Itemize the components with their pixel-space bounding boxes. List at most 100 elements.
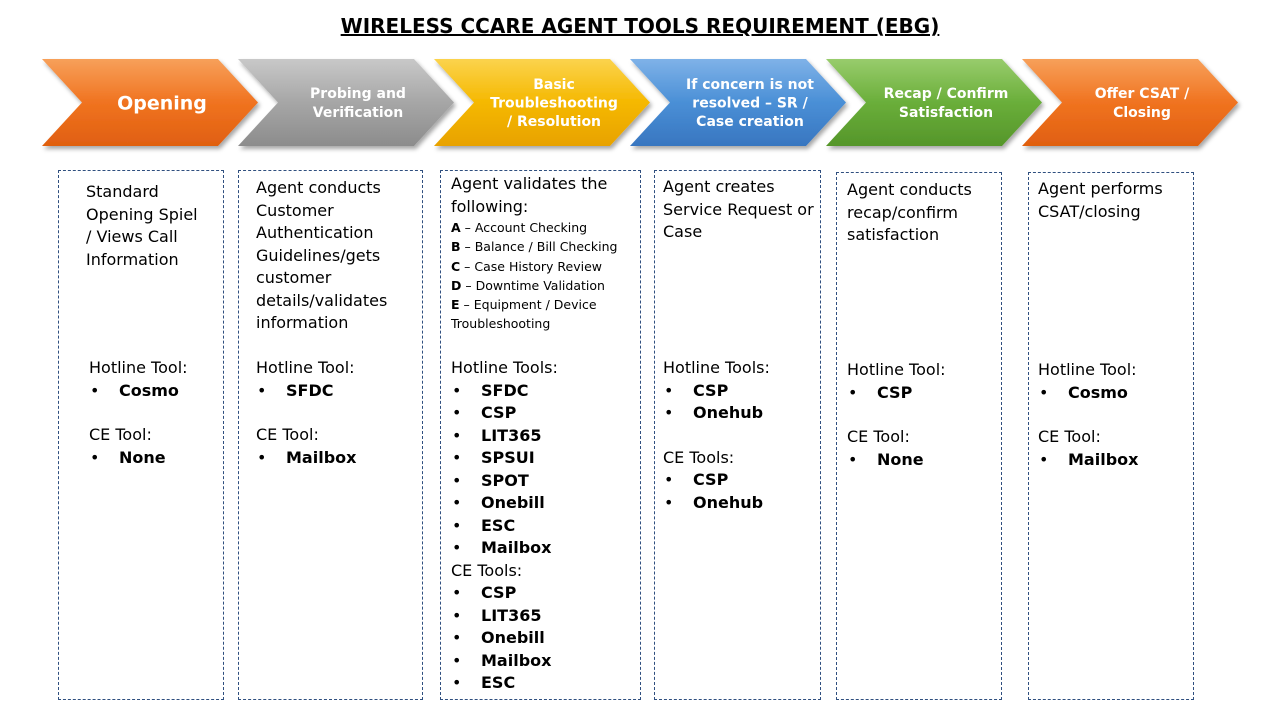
stage-arrow-shape xyxy=(238,59,454,146)
stage-label: Opening xyxy=(117,92,207,114)
stage-arrow-concern: If concern is not resolved – SR / Case cre… xyxy=(630,59,846,146)
tool-group-label: CE Tools: xyxy=(663,447,735,467)
tool-item: None xyxy=(89,447,219,470)
stage-label-line: Satisfaction xyxy=(899,105,993,121)
tool-item: SPOT xyxy=(451,470,636,493)
stage-label-line: Opening xyxy=(117,92,207,114)
tool-groups: Hotline Tools:SFDCCSPLIT365SPSUISPOTOneb… xyxy=(451,357,636,695)
tool-item: Mailbox xyxy=(256,447,418,470)
stage-label: Probing and Verification xyxy=(310,86,406,121)
stage-arrow-recap: Recap / Confirm Satisfaction xyxy=(826,59,1042,146)
tool-item: Mailbox xyxy=(1038,449,1189,472)
tool-item: LIT365 xyxy=(451,425,636,448)
stage-arrow-closing: Offer CSAT / Closing xyxy=(1022,59,1238,146)
tool-item: CSP xyxy=(847,382,997,405)
tool-list: None xyxy=(847,449,997,472)
stage-arrow-probing: Probing and Verification xyxy=(238,59,454,146)
checklist-key: E xyxy=(451,297,460,313)
checklist-text: – Account Checking xyxy=(460,220,588,235)
tool-item: SPSUI xyxy=(451,447,636,470)
description-line: information xyxy=(256,313,349,332)
checklist-item: D – Downtime Validation xyxy=(451,276,636,295)
checklist-key: C xyxy=(451,258,461,274)
stage-description: Agent creates Service Request or Case xyxy=(663,176,816,244)
stage-box-opening: Standard Opening Spiel / Views Call Informa… xyxy=(58,170,224,700)
tool-groups: Hotline Tool: Cosmo CE Tool: None xyxy=(89,357,219,469)
stage-arrow-shape xyxy=(434,59,650,146)
checklist-item: C – Case History Review xyxy=(451,257,636,276)
tool-list: Cosmo xyxy=(1038,382,1189,405)
tool-item: ESC xyxy=(451,672,636,695)
description-line: Guidelines/gets xyxy=(256,245,381,265)
stage-label-line: resolved – SR / xyxy=(692,96,808,112)
tool-item: Onebill xyxy=(451,627,636,650)
tool-group-label: Hotline Tool: xyxy=(847,360,946,379)
tool-item: Mailbox xyxy=(451,537,636,560)
tool-group-label: Hotline Tool: xyxy=(256,358,355,377)
description-line: Information xyxy=(86,249,179,269)
tool-list: CSPOnehub xyxy=(663,469,816,514)
tool-list: Mailbox xyxy=(1038,449,1189,472)
stage-label: If concern is not resolved – SR / Case cre… xyxy=(686,77,814,130)
checklist-text: – Case History Review xyxy=(460,258,602,274)
checklist-key: D xyxy=(451,277,462,293)
description-line: following: xyxy=(451,196,529,216)
page-title: WIRELESS CCARE AGENT TOOLS REQUIREMENT (… xyxy=(340,14,940,38)
checklist-text: – Downtime Validation xyxy=(461,277,605,293)
tool-list: CSP xyxy=(847,382,997,405)
stage-label-line: Case creation xyxy=(696,114,804,130)
stage-description: Agent validates the following: A – Account… xyxy=(451,173,636,334)
tool-list: CSPLIT365OnebillMailboxESC xyxy=(451,582,636,695)
description-line: Standard xyxy=(86,182,159,201)
process-flow: Opening Probing and Verification Basic Troub… xyxy=(42,59,1238,146)
tool-group-label: Hotline Tools: xyxy=(451,358,558,377)
description-line: Customer xyxy=(256,200,334,220)
tool-group-label: Hotline Tool: xyxy=(1038,360,1137,379)
tool-item: Onebill xyxy=(451,492,636,515)
stage-label-line: Probing and xyxy=(310,86,406,102)
tool-item: Cosmo xyxy=(1038,382,1189,405)
checklist-item: Troubleshooting xyxy=(451,314,636,333)
tool-item: Onehub xyxy=(663,402,816,425)
tool-list: CSPOnehub xyxy=(663,380,816,425)
tool-list: SFDC xyxy=(256,380,418,403)
description-line: Authentication xyxy=(256,223,374,242)
tool-groups: Hotline Tools:CSPOnehubCE Tools:CSPOnehu… xyxy=(663,357,816,514)
tool-list: SFDCCSPLIT365SPSUISPOTOnebillESCMailbox xyxy=(451,380,636,560)
tool-list: None xyxy=(89,447,219,470)
checklist-item: B – Balance / Bill Checking xyxy=(451,237,636,256)
description-line: Opening Spiel xyxy=(86,204,198,224)
stage-arrow-opening: Opening xyxy=(42,59,258,146)
description-line: Service Request or xyxy=(663,199,814,219)
checklist-item: A – Account Checking xyxy=(451,218,636,237)
tool-list: Cosmo xyxy=(89,380,219,403)
description-line: / Views Call xyxy=(86,227,178,246)
tool-item: CSP xyxy=(451,582,636,605)
stage-label: Offer CSAT / Closing xyxy=(1095,86,1190,121)
tool-group-label: CE Tool: xyxy=(89,425,152,444)
stage-box-concern: Agent creates Service Request or Case Hotli… xyxy=(654,170,821,700)
tool-groups: Hotline Tool: SFDC CE Tool: Mailbox xyxy=(256,357,418,469)
stage-label: Recap / Confirm Satisfaction xyxy=(884,86,1009,121)
stage-label-line: Troubleshooting xyxy=(490,96,618,112)
stage-description: Standard Opening Spiel / Views Call Informa… xyxy=(86,181,219,271)
tool-item: SFDC xyxy=(451,380,636,403)
tool-list: Mailbox xyxy=(256,447,418,470)
stage-label: Basic Troubleshooting / Resolution xyxy=(490,77,618,130)
tool-item: CSP xyxy=(663,469,816,492)
description-line: satisfaction xyxy=(847,225,940,244)
stage-box-recap: Agent conducts recap/confirm satisfaction H… xyxy=(836,172,1002,700)
tool-groups: Hotline Tool: Cosmo CE Tool: Mailbox xyxy=(1038,359,1189,471)
checklist-key: B xyxy=(451,239,461,255)
description-line: recap/confirm xyxy=(847,202,958,222)
checklist-key: A xyxy=(451,220,461,235)
tool-group-label: CE Tool: xyxy=(847,427,910,446)
checklist-text: – Equipment / Device xyxy=(459,297,597,313)
description-line: details/validates xyxy=(256,290,388,310)
tool-group-label: CE Tool: xyxy=(1038,427,1101,446)
tool-group-label: CE Tool: xyxy=(256,425,319,444)
tool-item: CSP xyxy=(451,402,636,425)
description-line: Agent conducts xyxy=(256,178,381,197)
stage-arrow-shape xyxy=(42,59,258,146)
stage-arrow-shape xyxy=(826,59,1042,146)
